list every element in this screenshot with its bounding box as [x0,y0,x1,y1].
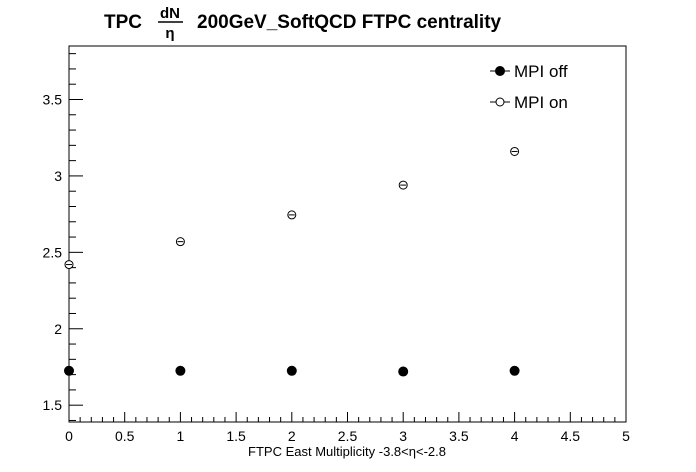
x-tick-label: 1.5 [226,428,246,444]
data-point-mpi-off [175,365,186,376]
legend-marker-mpi-off [495,66,505,76]
legend-marker-mpi-on [495,97,505,107]
x-tick-label: 3 [399,428,407,444]
data-point-mpi-off [509,365,520,376]
marker-mpi-off [286,365,297,376]
marker-mpi-off [175,365,186,376]
marker-mpi-off [509,365,520,376]
data-point-mpi-off [398,366,409,377]
title-prefix: TPC [104,12,142,33]
x-axis-tick-labels: 0 0.5 1 1.5 2 2.5 3 3.5 4 4.5 5 [65,428,630,444]
legend-item-mpi-off: MPI off [490,62,568,81]
data-point-mpi-on [175,237,185,247]
data-point-mpi-on [510,146,520,156]
marker-mpi-off [398,366,409,377]
y-tick-label: 3.5 [43,91,63,107]
data-markers [64,146,520,377]
x-tick-label: 3.5 [449,428,469,444]
y-tick-label: 2 [54,321,62,337]
data-point-mpi-on [398,180,408,190]
x-tick-label: 2 [288,428,296,444]
y-axis-tick-labels: 1.5 2 2.5 3 3.5 [43,91,63,413]
y-axis-ticks [69,53,83,421]
chart-title: TPC dN η 200GeV_SoftQCD FTPC centrality [104,5,502,42]
x-tick-label: 4 [511,428,519,444]
data-point-mpi-on [64,260,74,270]
data-point-mpi-on [287,210,297,220]
legend-item-mpi-on: MPI on [490,93,568,112]
title-fraction-numerator: dN [160,5,180,22]
x-tick-label: 5 [622,428,630,444]
y-tick-label: 3 [54,168,62,184]
x-tick-label: 0.5 [115,428,135,444]
marker-mpi-off [64,365,74,376]
data-point-mpi-off [286,365,297,376]
data-point-mpi-off [64,365,74,376]
x-tick-label: 4.5 [561,428,581,444]
x-tick-label: 2.5 [338,428,358,444]
x-axis-ticks [68,412,627,422]
title-suffix: 200GeV_SoftQCD FTPC centrality [197,12,502,33]
title-fraction-denominator: η [165,25,174,42]
x-tick-label: 0 [65,428,73,444]
legend-label-mpi-off: MPI off [514,62,568,81]
legend-label-mpi-on: MPI on [514,93,568,112]
legend: MPI off MPI on [490,62,568,112]
x-axis-label: FTPC East Multiplicity -3.8<η<-2.8 [248,444,446,459]
x-tick-label: 1 [177,428,185,444]
y-tick-label: 2.5 [43,244,63,260]
y-tick-label: 1.5 [43,397,63,413]
